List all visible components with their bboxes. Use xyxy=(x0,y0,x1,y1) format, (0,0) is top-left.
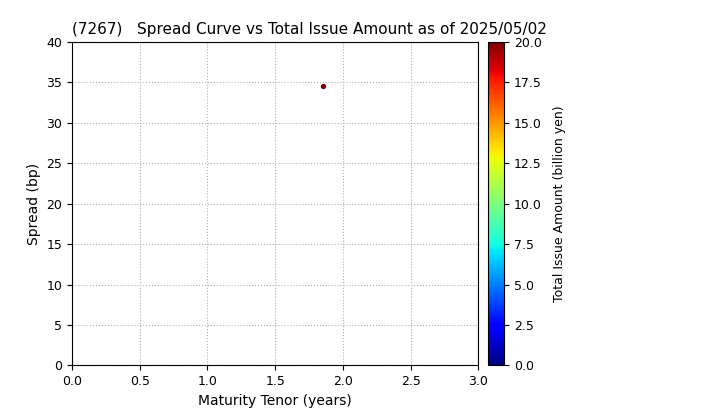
X-axis label: Maturity Tenor (years): Maturity Tenor (years) xyxy=(198,394,352,408)
Text: (7267)   Spread Curve vs Total Issue Amount as of 2025/05/02: (7267) Spread Curve vs Total Issue Amoun… xyxy=(72,22,547,37)
Point xyxy=(317,83,328,90)
Y-axis label: Total Issue Amount (billion yen): Total Issue Amount (billion yen) xyxy=(553,105,566,302)
Y-axis label: Spread (bp): Spread (bp) xyxy=(27,163,41,245)
